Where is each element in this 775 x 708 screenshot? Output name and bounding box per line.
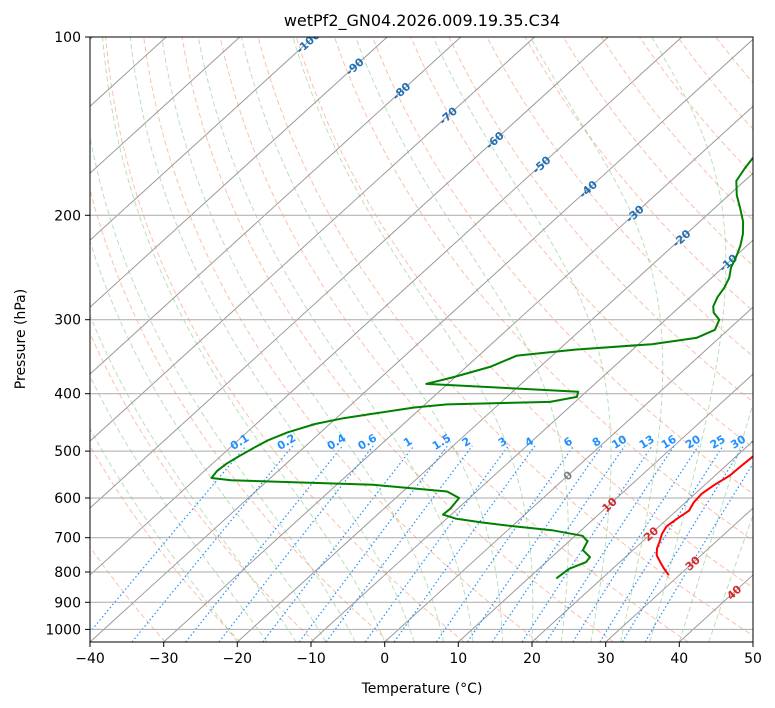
isotherm-line bbox=[457, 373, 753, 642]
plot-frame bbox=[89, 36, 754, 643]
moist-adiabat-line bbox=[129, 37, 415, 642]
dry-adiabat-line bbox=[105, 37, 465, 642]
mixing-ratio-line bbox=[572, 445, 699, 642]
chart-title: wetPf2_GN04.2026.009.19.35.C34 bbox=[284, 11, 560, 31]
temperature-profile-line bbox=[655, 455, 753, 576]
y-tick-label: 100 bbox=[54, 30, 81, 46]
isotherm-line bbox=[90, 37, 462, 375]
moist-adiabat-line bbox=[708, 513, 753, 642]
mixing-ratio-line bbox=[644, 462, 753, 642]
mixing-ratio-line bbox=[521, 445, 653, 642]
moist-adiabat-line bbox=[240, 37, 503, 642]
mixing-ratio-line bbox=[90, 445, 247, 634]
profile-series bbox=[210, 156, 753, 580]
mixing-ratio-line bbox=[393, 445, 536, 642]
dry-adiabat-line bbox=[181, 37, 614, 642]
y-tick-label: 700 bbox=[54, 531, 81, 547]
moist-adiabat-line bbox=[649, 37, 727, 642]
y-tick-label: 400 bbox=[54, 387, 81, 403]
mixing-ratio-line bbox=[262, 445, 415, 642]
x-tick-label: 40 bbox=[670, 651, 688, 667]
mixing-ratio-line bbox=[621, 445, 745, 642]
x-tick-label: −10 bbox=[296, 651, 326, 667]
isotherm-line bbox=[90, 37, 314, 241]
dry-adiabat-line bbox=[295, 37, 753, 589]
background-lines bbox=[90, 37, 753, 642]
dry-adiabat-line bbox=[524, 37, 753, 312]
x-tick-label: −30 bbox=[149, 651, 179, 667]
x-tick-label: 30 bbox=[597, 651, 615, 667]
mixing-ratio-line bbox=[364, 445, 509, 642]
mixing-ratio-label: 36 bbox=[749, 432, 769, 451]
moist-adiabat-line bbox=[432, 37, 612, 642]
isotherm-line bbox=[236, 172, 753, 642]
mixing-ratio-line bbox=[298, 445, 448, 642]
y-tick-label: 900 bbox=[54, 595, 81, 611]
mixing-ratio-line bbox=[599, 445, 724, 642]
moist-adiabat-line bbox=[355, 37, 569, 642]
mixing-ratio-line bbox=[545, 445, 675, 642]
moist-adiabat-line bbox=[90, 374, 268, 642]
moist-adiabat-line bbox=[161, 37, 445, 642]
moist-adiabat-line bbox=[90, 239, 327, 642]
dry-adiabat-line bbox=[143, 37, 540, 642]
x-tick-label: 20 bbox=[523, 651, 541, 667]
dry-adiabat-line bbox=[372, 37, 753, 495]
y-tick-label: 300 bbox=[54, 313, 81, 329]
mixing-ratio-line bbox=[491, 445, 626, 642]
x-tick-label: −40 bbox=[75, 651, 105, 667]
moist-adiabat-line bbox=[90, 134, 356, 642]
isotherm-line bbox=[531, 440, 753, 642]
dry-adiabat-line bbox=[90, 331, 316, 642]
moist-adiabat-line bbox=[678, 402, 753, 642]
x-tick-label: 50 bbox=[744, 651, 762, 667]
moist-adiabat-line bbox=[197, 37, 474, 642]
moist-adiabat-line bbox=[529, 37, 664, 642]
y-tick-label: 600 bbox=[54, 491, 81, 507]
x-tick-label: 10 bbox=[449, 651, 467, 667]
isotherm-line bbox=[384, 306, 753, 642]
isotherm-line bbox=[90, 37, 535, 442]
dry-adiabat-line bbox=[219, 37, 689, 642]
x-tick-label: −20 bbox=[223, 651, 253, 667]
isotherm-line bbox=[605, 507, 753, 642]
axes: −40 −30 −20 −10 0 10 20 30 40 50 100 200 300 400 500 60… bbox=[45, 30, 762, 667]
y-tick-label: 1000 bbox=[45, 622, 81, 638]
mixing-ratio-line bbox=[467, 445, 603, 642]
moist-adiabat-line bbox=[90, 427, 238, 642]
mixing-ratio-line bbox=[185, 445, 344, 642]
isotherm-line bbox=[310, 239, 753, 642]
y-axis-title: Pressure (hPa) bbox=[13, 289, 29, 389]
y-tick-label: 200 bbox=[54, 208, 81, 224]
isotherm-line bbox=[90, 37, 683, 576]
x-axis-title: Temperature (°C) bbox=[361, 681, 483, 697]
isotherm-line bbox=[90, 37, 241, 174]
y-tick-label: 800 bbox=[54, 565, 81, 581]
y-tick-label: 500 bbox=[54, 444, 81, 460]
isotherm-line bbox=[90, 38, 753, 642]
dewpoint-profile-line bbox=[210, 156, 753, 580]
mixing-ratio-line bbox=[435, 445, 575, 642]
dry-adiabat-line bbox=[410, 37, 753, 449]
moist-adiabat-line bbox=[292, 37, 534, 642]
dry-adiabat-line bbox=[90, 445, 241, 642]
isotherm-line bbox=[163, 105, 753, 642]
x-tick-label: 0 bbox=[380, 651, 389, 667]
isotherm-line bbox=[90, 37, 609, 509]
moist-adiabat-line bbox=[90, 314, 297, 642]
mixing-ratio-line bbox=[218, 445, 374, 642]
isotherm-line bbox=[90, 37, 388, 308]
dry-adiabat-line bbox=[448, 37, 753, 403]
